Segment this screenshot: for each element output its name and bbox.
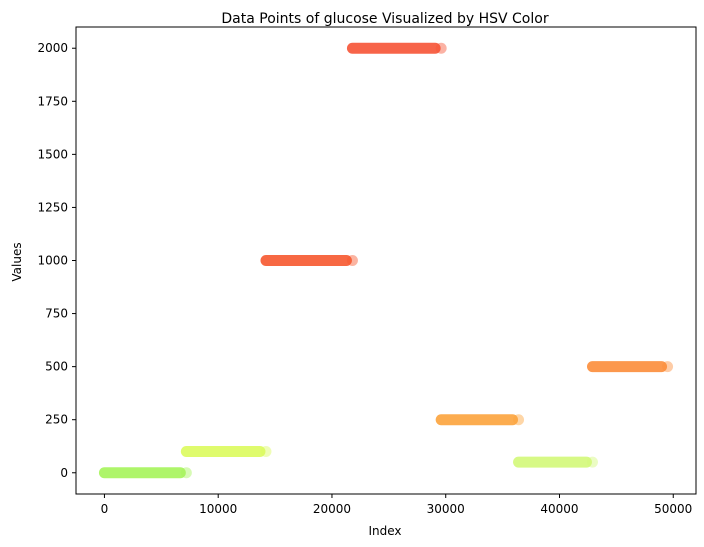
x-axis: 0 10000 20000 30000 40000 50000 — [101, 494, 692, 516]
point-series-4 — [435, 414, 525, 426]
data-point-end — [513, 414, 525, 426]
point-series-0 — [98, 467, 192, 479]
point-series-6 — [586, 361, 674, 373]
x-axis-label: Index — [368, 524, 401, 538]
point-series-5 — [513, 456, 598, 468]
point-series-1 — [180, 446, 272, 458]
y-axis: 0 250 500 750 1000 1250 1500 1750 2000 — [37, 41, 76, 480]
y-tick-label: 1500 — [37, 147, 68, 161]
y-tick-label: 250 — [45, 413, 68, 427]
y-tick-label: 2000 — [37, 41, 68, 55]
data-point-end — [662, 361, 674, 373]
data-point-end — [180, 467, 192, 479]
data-point-end — [260, 446, 272, 458]
y-tick-label: 0 — [60, 466, 68, 480]
y-tick-label: 1250 — [37, 200, 68, 214]
y-tick-label: 750 — [45, 307, 68, 321]
data-point-end — [346, 255, 358, 266]
x-tick-label: 0 — [101, 502, 109, 516]
x-tick-label: 20000 — [313, 502, 351, 516]
y-tick-label: 1750 — [37, 94, 68, 108]
y-tick-label: 500 — [45, 360, 68, 374]
data-point-end — [435, 42, 447, 54]
x-tick-label: 30000 — [427, 502, 465, 516]
point-series-2 — [260, 255, 358, 266]
chart-title: Data Points of glucose Visualized by HSV… — [221, 11, 548, 27]
y-tick-label: 1000 — [37, 254, 68, 268]
x-tick-label: 50000 — [654, 502, 692, 516]
axes-frame — [75, 26, 697, 495]
x-tick-label: 10000 — [199, 502, 237, 516]
x-tick-label: 40000 — [540, 502, 578, 516]
y-axis-label: Values — [10, 242, 24, 281]
data-point-end — [586, 456, 598, 468]
plot-area — [98, 42, 674, 479]
point-series-3 — [346, 42, 447, 54]
